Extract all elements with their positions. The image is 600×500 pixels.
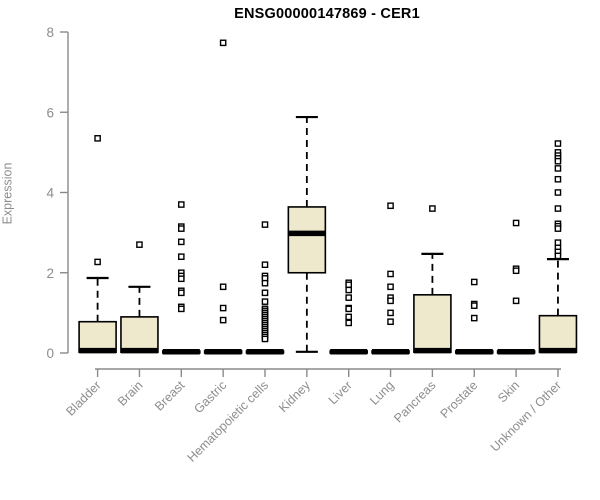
- y-tick-label: 2: [46, 266, 54, 281]
- iqr-box: [538, 314, 578, 353]
- y-tick-label: 4: [46, 186, 54, 201]
- x-tick-label-lung: Lung: [367, 378, 397, 408]
- x-tick-label-hematopoietic-cells: Hematopoietic cells: [185, 378, 272, 465]
- outlier-point: [345, 286, 353, 294]
- outlier-point: [429, 205, 436, 212]
- outlier-point: [261, 289, 269, 297]
- outlier-point: [261, 261, 269, 269]
- outlier-point: [94, 258, 101, 266]
- outlier-point: [345, 313, 353, 321]
- outlier-point: [136, 241, 143, 248]
- outlier-point: [345, 281, 353, 289]
- box-unknown-other: [538, 140, 578, 354]
- outlier-point: [554, 252, 562, 260]
- outlier-point: [177, 238, 185, 246]
- y-axis: 0 2 4 6 8: [46, 25, 69, 361]
- outlier-point: [177, 275, 185, 283]
- outlier-point: [554, 157, 562, 165]
- outlier-point: [387, 297, 394, 305]
- outlier-point: [554, 165, 562, 172]
- box-skin: [496, 219, 536, 355]
- chart-title: ENSG00000147869 - CER1: [234, 6, 420, 22]
- outlier-point: [387, 318, 394, 326]
- outlier-point: [470, 302, 478, 309]
- x-tick-label-liver: Liver: [326, 378, 355, 407]
- x-tick-label-skin: Skin: [495, 378, 522, 405]
- outlier-point: [261, 221, 269, 228]
- outlier-point: [261, 279, 269, 287]
- x-tick-label-gastric: Gastric: [191, 378, 229, 416]
- iqr-box: [78, 320, 117, 353]
- iqr-box: [287, 206, 327, 274]
- iqr-box: [120, 316, 159, 353]
- box-pancreas: [413, 205, 452, 354]
- outlier-point: [554, 205, 562, 212]
- x-tick-label-prostate: Prostate: [438, 378, 481, 421]
- outlier-point: [219, 39, 227, 47]
- outlier-point: [177, 305, 185, 313]
- outlier-point: [387, 202, 394, 210]
- outlier-point: [387, 309, 394, 317]
- outlier-point: [219, 316, 227, 324]
- x-tick-label-pancreas: Pancreas: [391, 378, 438, 425]
- outlier-point: [554, 239, 562, 246]
- x-tick-label-unknown-other: Unknown / Other: [488, 378, 564, 454]
- outlier-point: [345, 305, 353, 313]
- x-tick-label-brain: Brain: [115, 378, 146, 409]
- box-breast: [162, 201, 201, 355]
- box-lung: [371, 202, 410, 355]
- x-tick-label-bladder: Bladder: [63, 378, 103, 418]
- outlier-point: [470, 278, 478, 286]
- y-tick-label: 8: [46, 25, 54, 40]
- outlier-point: [261, 298, 269, 305]
- iqr-box: [413, 294, 452, 353]
- outlier-point: [177, 201, 185, 208]
- y-axis-label: Expression: [0, 162, 15, 225]
- y-tick-label: 6: [46, 105, 54, 120]
- box-bladder: [78, 135, 117, 354]
- y-tick-label: 0: [46, 346, 54, 361]
- outlier-point: [512, 219, 520, 227]
- outlier-point: [387, 270, 394, 278]
- box-prostate: [454, 278, 494, 355]
- outlier-point: [261, 335, 269, 343]
- box-brain: [120, 241, 159, 354]
- outlier-point: [177, 225, 185, 232]
- outlier-point: [512, 297, 520, 305]
- outlier-point: [554, 189, 562, 196]
- outlier-point: [177, 289, 185, 297]
- outlier-point: [470, 314, 478, 322]
- box-kidney: [287, 115, 327, 353]
- outlier-point: [219, 283, 227, 291]
- outlier-point: [554, 175, 562, 183]
- outlier-point: [554, 225, 562, 232]
- outlier-point: [512, 267, 520, 275]
- outlier-point: [345, 294, 353, 301]
- x-tick-label-breast: Breast: [152, 378, 188, 414]
- outlier-point: [345, 319, 353, 327]
- outlier-point: [177, 253, 185, 261]
- x-tick-label-kidney: Kidney: [276, 378, 313, 415]
- outlier-point: [554, 140, 562, 147]
- outlier-point: [219, 304, 227, 312]
- box-hematopoietic-cells: [245, 221, 285, 355]
- outlier-point: [387, 283, 394, 291]
- outlier-point: [94, 135, 101, 142]
- box-gastric: [203, 39, 243, 355]
- box-liver: [329, 279, 369, 355]
